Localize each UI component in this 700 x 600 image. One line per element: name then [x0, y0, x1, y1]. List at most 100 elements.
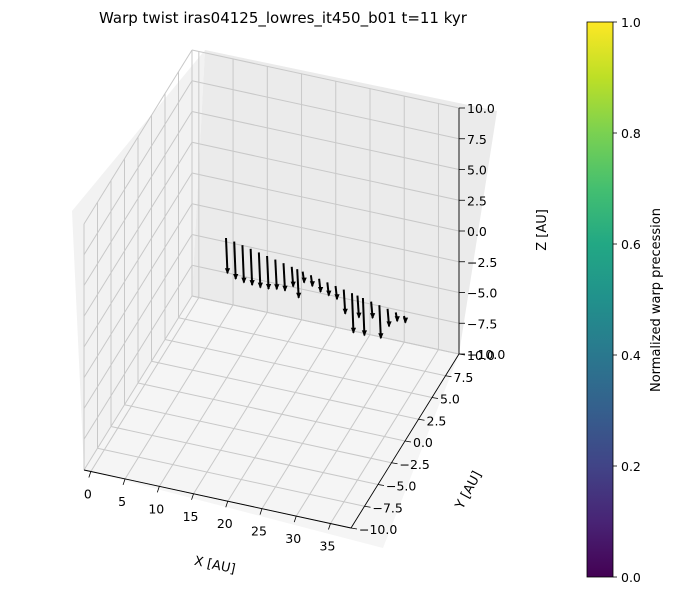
- grid-line-z-side: [83, 141, 193, 317]
- quiver-arrow-shaft: [266, 255, 270, 290]
- grid-line-z-back: [191, 111, 460, 170]
- quiver-arrow-shaft: [350, 293, 355, 333]
- z-axis-label: Z [AU]: [535, 209, 550, 251]
- colorbar: [586, 21, 614, 578]
- colorbar-tick-label: 1.0: [621, 15, 641, 30]
- x-tick-label: 20: [217, 516, 233, 531]
- quiver-arrow-head: [282, 285, 288, 292]
- y-tick-label: 10.0: [467, 348, 495, 363]
- quiver-arrow-shaft: [225, 237, 229, 274]
- x-tick-label: 30: [285, 531, 301, 546]
- quiver-arrow-head: [257, 282, 263, 289]
- z-axis: −10.0 −7.5 −5.0 −2.5 0.0 2.5 5.0 7.5 10.0: [459, 101, 505, 362]
- x-tick-label: 35: [320, 539, 336, 554]
- quiver-arrow-head: [241, 277, 247, 284]
- colorbar-label: Normalized warp precession: [649, 208, 664, 392]
- quiver-arrow-head: [361, 330, 368, 337]
- quiver-arrow-head: [224, 268, 231, 275]
- y-axis: −10.0 −7.5 −5.0 −2.5 0.0 2.5 5.0 7.5 10.0: [350, 348, 495, 537]
- x-tick-mark: [259, 508, 263, 515]
- quiver-arrow-head: [274, 284, 280, 291]
- quiver-arrow-head: [394, 316, 400, 323]
- z-tick-label: 10.0: [467, 101, 495, 116]
- x-tick-mark: [88, 471, 92, 478]
- quiver-arrow-head: [350, 327, 357, 334]
- grid-line-y-floor: [137, 382, 406, 442]
- quiver-arrow-shaft: [249, 248, 254, 286]
- grid-line-z-side: [83, 172, 193, 348]
- grid-line-y-floor: [124, 404, 392, 464]
- grid-line-y-floor: [110, 426, 379, 485]
- quiver-arrow-shaft: [241, 245, 245, 283]
- quiver-arrow-head: [386, 321, 392, 328]
- y-axis-label: Y [AU]: [452, 469, 485, 513]
- quiver-arrow-head: [290, 281, 296, 288]
- y-tick-label: −10.0: [359, 522, 397, 537]
- x-axis: 0 5 10 15 20 25 30 35: [84, 471, 336, 554]
- x-tick-label: 15: [183, 509, 199, 524]
- z-tick-label: 7.5: [467, 132, 487, 147]
- grid-line-z-side: [83, 295, 193, 471]
- x-tick-label: 25: [251, 524, 267, 539]
- chart-title: Warp twist iras04125_lowres_it450_b01 t=…: [99, 9, 468, 28]
- grid-line-z-side: [83, 264, 193, 440]
- y-tick-label: 0.0: [413, 435, 433, 450]
- z-tick-label: −5.0: [467, 286, 497, 301]
- z-tick-label: −10.0: [467, 347, 505, 362]
- z-tick-label: −2.5: [467, 255, 497, 270]
- grid-line-z-back: [191, 141, 460, 201]
- y-tick-label: 5.0: [440, 392, 460, 407]
- grid-line-y-floor: [151, 360, 419, 420]
- y-tick-label: 2.5: [427, 413, 447, 428]
- y-tick-mark: [391, 462, 398, 465]
- x-tick-mark: [293, 515, 297, 523]
- x-tick-label: 5: [118, 494, 126, 509]
- y-tick-mark: [364, 505, 371, 508]
- quiver-arrow-head: [370, 313, 376, 320]
- quiver-arrow-head: [233, 274, 239, 280]
- quiver-arrow-head: [265, 284, 272, 290]
- quiver-arrow-head: [326, 290, 332, 297]
- x-tick-mark: [191, 493, 194, 500]
- colorbar-tick-label: 0.2: [621, 459, 641, 474]
- z-tick-label: −7.5: [467, 316, 497, 331]
- colorbar-ticks: 0.0 0.2 0.4 0.6 0.8 1.0: [613, 15, 641, 585]
- grid-line-y-floor: [164, 339, 433, 398]
- colorbar-tick-label: 0.8: [621, 126, 641, 141]
- quiver-arrow-head: [378, 333, 384, 340]
- y-tick-mark: [350, 527, 358, 530]
- quiver-arrow-head: [342, 308, 348, 315]
- z-tick-label: 0.0: [467, 224, 487, 239]
- quiver-arrow-shaft: [361, 297, 366, 336]
- colorbar-tick-label: 0.6: [621, 237, 641, 252]
- quiver-arrow-head: [334, 294, 340, 301]
- quiver-arrow-head: [356, 312, 362, 319]
- grid-line-z-side: [83, 203, 193, 379]
- y-tick-label: −2.5: [400, 457, 430, 472]
- y-tick-mark: [418, 418, 425, 421]
- quiver-arrow-shaft: [257, 252, 262, 288]
- grid-line-y-floor: [178, 317, 446, 377]
- y-tick-label: −5.0: [386, 479, 416, 494]
- quiver-arrows: [224, 237, 409, 340]
- quiver-arrow-head: [301, 277, 307, 284]
- x-axis-line: [83, 469, 352, 529]
- grid-line-z-side: [83, 80, 193, 256]
- grid-line-z-back: [191, 80, 460, 140]
- quiver-arrow-head: [402, 317, 409, 324]
- grid-line-z-side: [83, 234, 193, 409]
- grid-line-z-back: [191, 295, 460, 355]
- y-tick-mark: [377, 484, 385, 486]
- quiver-arrow-head: [249, 280, 255, 287]
- y-tick-mark: [445, 375, 452, 378]
- x-tick-label: 10: [148, 501, 164, 516]
- colorbar-tick-label: 0.0: [621, 570, 641, 585]
- grid-line-z-back: [191, 234, 460, 293]
- grid-line-z-back: [191, 49, 460, 109]
- grid-line-z-back: [191, 203, 460, 263]
- y-tick-mark: [431, 397, 439, 399]
- grid-lines: [83, 49, 460, 529]
- quiver-arrow-shaft: [233, 241, 237, 280]
- grid-line-y-floor: [97, 447, 365, 507]
